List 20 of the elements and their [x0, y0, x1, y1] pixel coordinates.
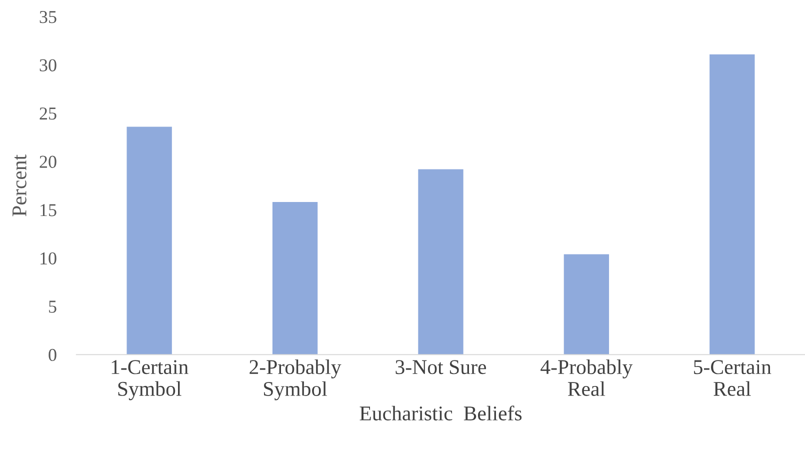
bar	[272, 202, 318, 355]
x-axis-title: Eucharistic Beliefs	[360, 406, 522, 420]
y-tick-label: 25	[40, 108, 56, 120]
y-tick-label: 35	[40, 10, 56, 24]
bar	[126, 126, 172, 355]
x-tick-label: 1-Certain Symbol	[112, 360, 188, 400]
y-tick-label: 0	[48, 348, 56, 362]
bar	[710, 54, 755, 355]
y-tick-label: 30	[40, 59, 56, 72]
x-tick-label: 2-Probably Symbol	[250, 359, 342, 400]
y-axis-title: Percent	[12, 154, 26, 216]
y-tick-label: 20	[40, 156, 56, 168]
y-tick-label: 15	[40, 204, 56, 216]
x-tick-label: 4-Probably Real	[540, 359, 633, 396]
bar	[564, 254, 610, 355]
bar	[418, 169, 464, 355]
y-tick-label: 10	[40, 252, 56, 264]
x-tick-label: 3-Not Sure	[396, 360, 486, 374]
x-tick-label: 5-Certain Real	[694, 360, 772, 396]
y-tick-label: 5	[49, 300, 56, 313]
